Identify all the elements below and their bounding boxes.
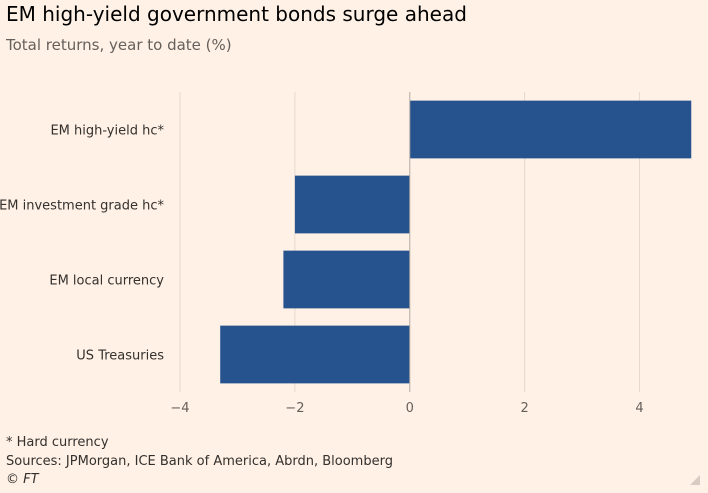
footnote: * Hard currency xyxy=(6,435,109,450)
category-label: EM investment grade hc* xyxy=(0,199,165,214)
bar-chart: EM high-yield hc* EM investment grade hc*… xyxy=(0,92,692,416)
bar xyxy=(409,100,692,159)
category-label: US Treasuries xyxy=(76,349,164,364)
category-label: EM local currency xyxy=(49,274,164,289)
copyright: © FT xyxy=(6,472,39,487)
x-tick-label: −2 xyxy=(285,401,304,416)
resize-handle-icon xyxy=(690,475,700,485)
chart-subtitle: Total returns, year to date (%) xyxy=(6,36,232,54)
category-label: EM high-yield hc* xyxy=(50,124,164,139)
x-tick-label: 4 xyxy=(635,401,643,416)
x-tick-label: 0 xyxy=(406,401,414,416)
bar xyxy=(283,250,410,309)
source-note: Sources: JPMorgan, ICE Bank of America, … xyxy=(6,454,393,469)
x-tick-label: −4 xyxy=(170,401,189,416)
bar xyxy=(294,175,410,234)
chart-title: EM high-yield government bonds surge ahe… xyxy=(6,2,467,26)
x-tick-label: 2 xyxy=(521,401,529,416)
bar xyxy=(220,325,410,384)
